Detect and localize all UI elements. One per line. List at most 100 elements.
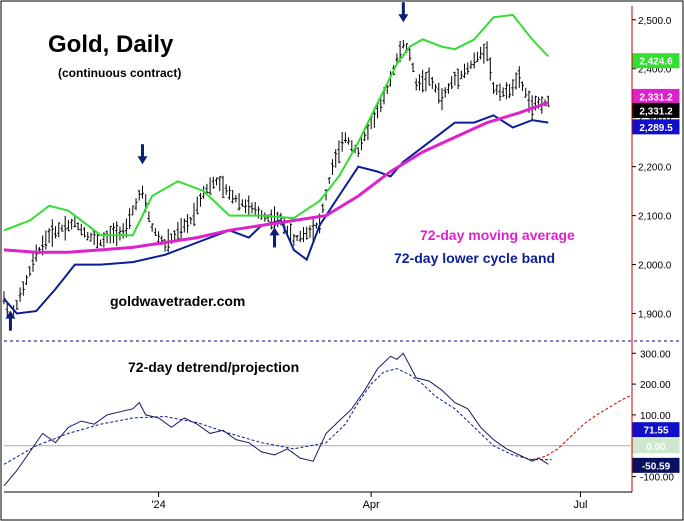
price-bar: [173, 230, 177, 241]
price-bar: [517, 66, 521, 88]
badge-label: 2,289.5: [639, 123, 673, 134]
price-bar: [237, 193, 241, 211]
price-bar: [18, 287, 22, 302]
price-bar: [153, 228, 157, 236]
price-bar: [134, 198, 138, 211]
price-bar: [311, 218, 315, 242]
ma-annotation: 72-day moving average: [420, 227, 575, 243]
arrow-head: [5, 310, 16, 319]
x-tick-label: Apr: [363, 499, 380, 511]
price-bar: [15, 300, 19, 311]
price-bar: [321, 203, 325, 214]
price-bar: [157, 231, 161, 243]
price-bar: [292, 233, 296, 246]
price-bar: [479, 46, 483, 60]
price-bar: [121, 223, 125, 239]
price-bar: [343, 132, 347, 144]
price-bar: [83, 227, 87, 238]
price-bar: [508, 83, 512, 99]
arrow-head: [398, 14, 409, 23]
price-bar: [182, 218, 186, 233]
price-bar: [73, 216, 77, 228]
price-bar: [57, 222, 61, 238]
price-bar: [492, 82, 496, 94]
price-bar: [25, 275, 29, 286]
price-bar: [240, 199, 244, 207]
price-bar: [234, 195, 238, 203]
detrend-projection-line: [532, 394, 633, 461]
price-tick-label: 2,500.0: [638, 16, 672, 27]
price-tick-label: 2,000.0: [638, 261, 672, 272]
badge-bg: [632, 102, 680, 118]
price-bar: [411, 62, 415, 73]
price-bar: [227, 186, 231, 200]
price-bar: [208, 177, 212, 195]
price-bar: [424, 72, 428, 92]
price-bar: [427, 67, 431, 86]
price-bar: [485, 41, 489, 62]
price-bar: [54, 226, 58, 239]
price-tick-label: 2,400.0: [638, 65, 672, 76]
detrend-tick-label: 200.00: [640, 380, 671, 391]
website-watermark: goldwavetrader.com: [110, 293, 245, 309]
badge-label: 2,331.2: [639, 106, 673, 117]
price-bar: [195, 196, 199, 215]
price-bar: [472, 52, 476, 69]
price-bar: [414, 78, 418, 91]
price-bar: [488, 57, 492, 81]
price-bar: [221, 175, 225, 199]
price-bar: [189, 217, 193, 225]
price-bar: [140, 185, 144, 199]
price-bar: [150, 223, 154, 232]
price-tick-label: 1,900.0: [638, 310, 672, 321]
price-bar: [437, 82, 441, 104]
ma-value-badge: 2,331.2: [632, 88, 680, 104]
price-bar: [456, 68, 460, 90]
lower-band-value-badge: 2,289.5: [632, 119, 680, 135]
upper-cycle-band-line: [3, 13, 550, 237]
price-bar: [401, 39, 405, 49]
detrend-tick-label: 100.00: [640, 411, 671, 422]
detrend-tick-label: 300.00: [640, 349, 671, 360]
x-tick-label: Jul: [573, 499, 587, 511]
arrow-head: [137, 156, 148, 165]
price-bar: [356, 147, 360, 158]
badge-label: 2,331.2: [639, 92, 673, 103]
price-bar: [89, 232, 93, 242]
price-bar: [395, 53, 399, 63]
badge-label: 71.55: [643, 426, 668, 437]
price-bar: [302, 227, 306, 243]
price-bar: [128, 208, 132, 230]
badge-label: 2,424.6: [639, 57, 673, 68]
price-bar: [330, 159, 334, 176]
badge-bg: [632, 422, 680, 438]
x-tick-label: '24: [151, 499, 165, 511]
price-bar: [511, 79, 515, 97]
price-bar: [95, 233, 99, 249]
badge-bg: [632, 457, 680, 473]
price-bar: [521, 81, 525, 91]
price-bar: [524, 87, 528, 98]
price-bar: [31, 253, 35, 272]
price-bar: [21, 281, 25, 296]
price-bar: [44, 230, 48, 250]
price-bar: [443, 87, 447, 98]
price-bar: [434, 83, 438, 93]
price-bar: [334, 149, 338, 168]
price-bar: [463, 63, 467, 78]
chart-plot-layer: 1,900.0 2,000.0 2,100.0 2,200.0 2,300.0 2,400…: [2, 2, 680, 511]
price-bar: [50, 219, 54, 247]
price-bar: [337, 140, 341, 164]
price-bar: [453, 71, 457, 86]
price-bar: [466, 62, 470, 75]
price-bar: [244, 199, 248, 214]
lower-cycle-band-line: [3, 114, 549, 315]
price-bar: [298, 230, 302, 243]
price-bar: [340, 131, 344, 152]
price-bar: [417, 73, 421, 91]
price-bar: [192, 202, 196, 227]
moving-average-line: [3, 101, 549, 254]
price-bar: [498, 83, 502, 102]
price-bar: [363, 131, 367, 142]
